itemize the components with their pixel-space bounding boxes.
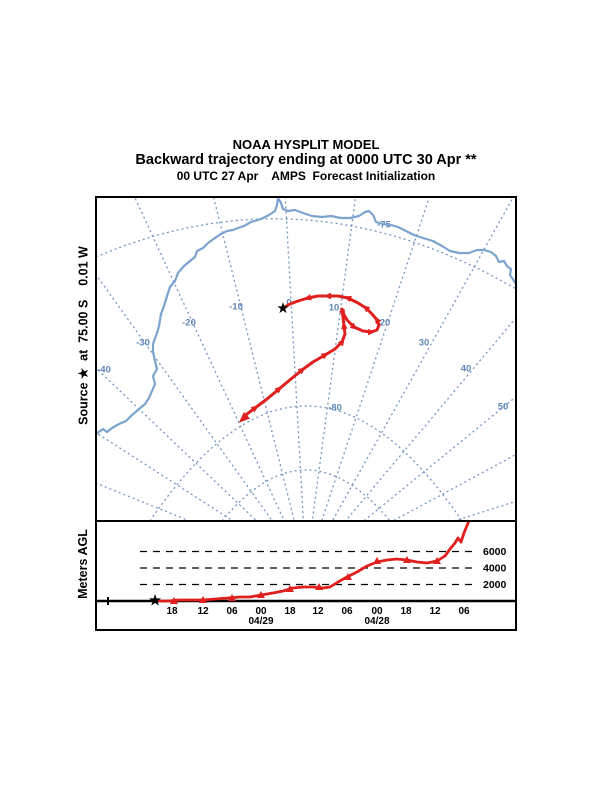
meridian-line: [452, 500, 516, 521]
map-border: [95, 196, 517, 522]
time-tick-label: 00: [255, 606, 267, 617]
time-tick-label: 06: [341, 606, 353, 617]
height-profile-marker: [228, 594, 236, 601]
trajectory-time-marker: [323, 292, 331, 300]
time-tick-label: 12: [312, 606, 324, 617]
height-profile-layer: 2000 4000 6000 ★ 18 12 06 00 18 12 06 00 18 12 06 04/29…: [96, 521, 516, 627]
trajectory-time-marker: [367, 329, 376, 336]
trajectory-time-marker: [349, 322, 359, 330]
latitude-circle: [221, 469, 391, 521]
meridian-line: [320, 197, 431, 521]
height-panel-border: [95, 520, 517, 631]
height-profile-marker: [433, 557, 441, 564]
trajectory-layer: ★: [238, 292, 382, 423]
meridian-line: [96, 367, 258, 521]
trajectory-time-marker: [250, 405, 259, 413]
height-gridline-label: 4000: [483, 563, 507, 575]
init-subtitle: 00 UTC 27 Apr AMPS Forecast Initializati…: [176, 169, 436, 183]
model-title: NOAA HYSPLIT MODEL: [232, 137, 380, 152]
meridian-line: [331, 197, 515, 521]
meridian-line: [0, 484, 277, 562]
height-profile-marker: [170, 597, 178, 604]
date-label: 04/29: [248, 616, 273, 627]
time-tick-label: 18: [166, 606, 178, 617]
height-profile-marker: [373, 557, 381, 564]
meridian-line: [284, 197, 305, 521]
longitude-label: -40: [97, 365, 111, 376]
trajectory-time-marker: [274, 385, 283, 394]
meridian-line: [96, 431, 235, 521]
time-tick-label: 06: [458, 606, 470, 617]
longitude-label: -20: [182, 318, 196, 329]
meridian-line: [212, 197, 295, 521]
ending-point-star: ★: [148, 593, 162, 610]
longitude-label: -30: [136, 338, 150, 349]
height-profile-line: [158, 521, 471, 603]
latitude-label: -80: [328, 403, 342, 414]
trajectory-time-marker: [374, 315, 382, 325]
time-tick-label: 12: [197, 606, 209, 617]
trajectory-time-marker: [320, 352, 330, 360]
trajectory-time-marker: [297, 366, 306, 375]
time-tick-label: 06: [226, 606, 238, 617]
time-tick-label: 00: [371, 606, 383, 617]
longitude-label: 50: [498, 402, 509, 413]
panel-borders: [95, 196, 517, 631]
longitude-label: -10: [229, 302, 243, 313]
longitude-label: 20: [380, 318, 391, 329]
coastline-layer: [96, 197, 516, 436]
coastline: [96, 197, 516, 436]
trajectory-time-marker: [337, 337, 345, 347]
meridian-line: [133, 197, 285, 521]
time-tick-label: 18: [400, 606, 412, 617]
height-profile-marker: [403, 556, 411, 563]
trajectory-time-marker: [338, 308, 346, 318]
trajectory-time-marker: [343, 295, 352, 303]
trajectory-path: [242, 294, 381, 420]
trajectory-time-marker: [362, 304, 371, 313]
map-graticule: [0, 197, 516, 562]
height-gridline-label: 6000: [483, 546, 507, 558]
longitude-label: 30: [419, 338, 430, 349]
trajectory-time-marker: [303, 294, 312, 301]
meridian-line: [391, 453, 516, 521]
source-star-marker: ★: [276, 300, 289, 317]
height-profile-marker: [257, 591, 265, 598]
longitude-label: 40: [461, 364, 472, 375]
meridian-line: [311, 197, 357, 521]
latitude-circle: [149, 405, 463, 521]
time-tick-label: 12: [429, 606, 441, 617]
meridian-line: [96, 273, 274, 521]
meridian-line: [362, 395, 516, 521]
height-profile-marker: [199, 596, 207, 603]
height-profile-marker: [344, 573, 352, 580]
trajectory-time-marker: [341, 321, 348, 330]
meridian-line: [344, 316, 516, 521]
time-tick-label: 18: [284, 606, 296, 617]
trajectory-end-arrow: [238, 411, 250, 423]
longitude-label: 10: [329, 303, 340, 314]
date-label: 04/28: [364, 616, 389, 627]
height-gridline-label: 2000: [483, 579, 507, 591]
height-profile-marker: [315, 583, 323, 590]
height-profile-marker: [286, 585, 294, 592]
latitude-circle: [96, 218, 516, 290]
height-profile-clipped: [158, 521, 471, 604]
trajectory-title: Backward trajectory ending at 0000 UTC 3…: [135, 152, 477, 168]
